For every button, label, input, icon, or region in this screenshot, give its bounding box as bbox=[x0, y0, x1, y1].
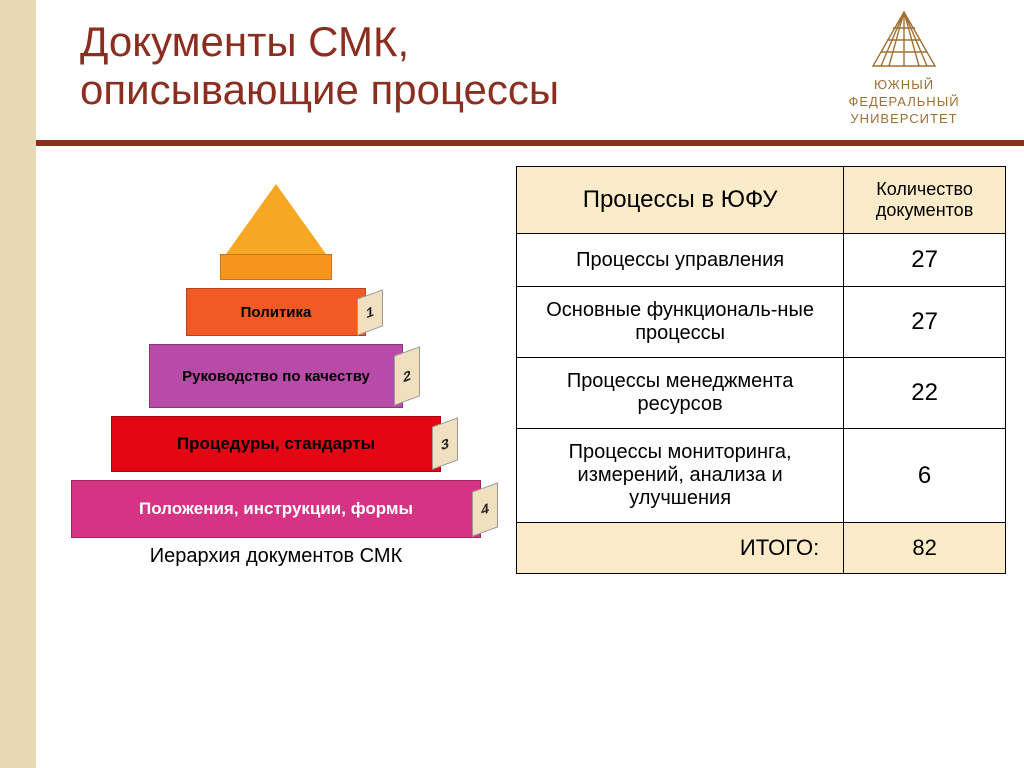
pyramid-tier-3: Процедуры, стандарты 3 bbox=[111, 416, 441, 472]
col-header-count: Количество документов bbox=[844, 167, 1006, 234]
tier-label: Политика bbox=[241, 304, 312, 321]
university-logo: ЮЖНЫЙ ФЕДЕРАЛЬНЫЙ УНИВЕРСИТЕТ bbox=[814, 8, 994, 126]
table-row: Процессы менеджмента ресурсов 22 bbox=[517, 358, 1006, 429]
process-table: Процессы в ЮФУ Количество документов Про… bbox=[516, 166, 1006, 574]
logo-text-2: ФЕДЕРАЛЬНЫЙ bbox=[814, 94, 994, 109]
cell-total-label: ИТОГО: bbox=[517, 523, 844, 574]
table-row: Процессы управления 27 bbox=[517, 234, 1006, 287]
col-header-processes: Процессы в ЮФУ bbox=[517, 167, 844, 234]
content-area: Политика 1 Руководство по качеству 2 Про… bbox=[36, 160, 1024, 760]
tier-label: Положения, инструкции, формы bbox=[139, 499, 413, 519]
logo-text-1: ЮЖНЫЙ bbox=[814, 77, 994, 92]
page-title: Документы СМК, описывающие процессы bbox=[80, 18, 559, 115]
cell-process-name: Процессы менеджмента ресурсов bbox=[517, 358, 844, 429]
cell-count: 27 bbox=[844, 234, 1006, 287]
pyramid-apex bbox=[226, 184, 326, 254]
table-header-row: Процессы в ЮФУ Количество документов bbox=[517, 167, 1006, 234]
tier-number: 4 bbox=[472, 482, 498, 536]
pyramid-tier-2: Руководство по качеству 2 bbox=[149, 344, 403, 408]
cell-count: 6 bbox=[844, 429, 1006, 523]
horizontal-rule bbox=[36, 140, 1024, 146]
cell-process-name: Основные функциональ-ные процессы bbox=[517, 287, 844, 358]
pyramid-diagram: Политика 1 Руководство по качеству 2 Про… bbox=[56, 180, 496, 600]
tier-number: 2 bbox=[394, 346, 420, 405]
cell-process-name: Процессы управления bbox=[517, 234, 844, 287]
pyramid-tier-4: Положения, инструкции, формы 4 bbox=[71, 480, 481, 538]
pyramid-apex-base bbox=[220, 254, 332, 280]
table-total-row: ИТОГО: 82 bbox=[517, 523, 1006, 574]
table-row: Процессы мониторинга, измерений, анализа… bbox=[517, 429, 1006, 523]
cell-count: 27 bbox=[844, 287, 1006, 358]
table-row: Основные функциональ-ные процессы 27 bbox=[517, 287, 1006, 358]
cell-process-name: Процессы мониторинга, измерений, анализа… bbox=[517, 429, 844, 523]
sidebar-accent bbox=[0, 0, 36, 768]
tier-label: Руководство по качеству bbox=[182, 368, 370, 385]
logo-pyramid-icon bbox=[869, 8, 939, 70]
pyramid-tier-1: Политика 1 bbox=[186, 288, 366, 336]
tier-label: Процедуры, стандарты bbox=[177, 434, 375, 454]
tier-number: 3 bbox=[432, 418, 458, 471]
cell-total-count: 82 bbox=[844, 523, 1006, 574]
logo-text-3: УНИВЕРСИТЕТ bbox=[814, 111, 994, 126]
title-line-2: описывающие процессы bbox=[80, 66, 559, 114]
title-line-1: Документы СМК, bbox=[80, 18, 559, 66]
cell-count: 22 bbox=[844, 358, 1006, 429]
pyramid-caption: Иерархия документов СМК bbox=[56, 545, 496, 568]
